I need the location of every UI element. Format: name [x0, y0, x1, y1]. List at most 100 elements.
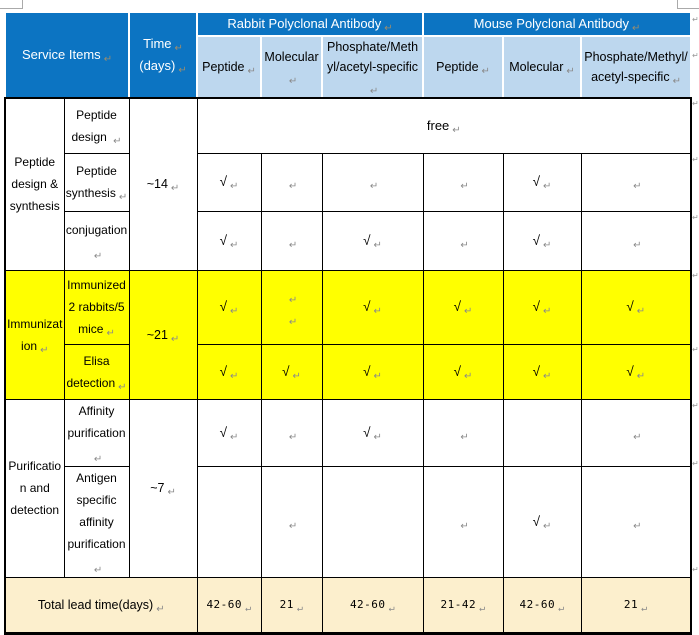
total-rabbit-phospho[interactable]: 42-60 ↵: [321, 576, 424, 635]
check-mark: √: [532, 513, 541, 529]
item-affinity-purification[interactable]: Affinity purification ↵: [63, 398, 130, 467]
column-label: Molecular: [509, 60, 564, 74]
cell-affinity-rabbit-molecular[interactable]: ↵: [260, 398, 323, 467]
page-margin-corner-left: [22, 0, 23, 8]
cell-synthesis-mouse-phospho[interactable]: ↵: [580, 152, 693, 212]
item-label: Elisa detection: [66, 353, 116, 390]
row-end-mark-icon: ↵: [692, 271, 699, 280]
service-items-label: Service Items: [21, 47, 101, 62]
paragraph-mark-icon: ↵: [632, 23, 641, 34]
cell-affinity-mouse-molecular[interactable]: [502, 398, 582, 467]
cell-synthesis-rabbit-molecular[interactable]: ↵: [260, 152, 323, 212]
cell-conjugation-rabbit-molecular[interactable]: ↵: [260, 210, 323, 271]
header-rabbit-polyclonal[interactable]: Rabbit Polyclonal Antibody ↵: [196, 11, 425, 37]
cell-immunized-mouse-peptide[interactable]: √ ↵: [422, 269, 504, 345]
paragraph-mark-icon: ↵: [245, 602, 252, 614]
cell-immunized-rabbit-phospho[interactable]: √ ↵: [321, 269, 424, 345]
cell-antigen-rabbit-peptide[interactable]: [196, 465, 262, 578]
group-immunization[interactable]: Immunization ↵: [4, 269, 65, 400]
cell-affinity-mouse-peptide[interactable]: ↵: [422, 398, 504, 467]
check-mark: √: [219, 424, 228, 440]
check-mark: √: [453, 363, 462, 379]
paragraph-mark-icon: ↵: [479, 602, 486, 614]
cell-antigen-rabbit-molecular[interactable]: ↵: [260, 465, 323, 578]
cell-elisa-rabbit-molecular[interactable]: √ ↵: [260, 343, 323, 400]
cell-conjugation-mouse-phospho[interactable]: ↵: [580, 210, 693, 271]
item-immunized-rabbits-mice[interactable]: Immunized 2 rabbits/5 mice ↵: [63, 269, 130, 345]
paragraph-mark-icon: ↵: [633, 431, 642, 443]
column-label: Peptide: [436, 60, 479, 74]
total-mouse-peptide[interactable]: 21-42 ↵: [422, 576, 504, 635]
item-elisa-detection[interactable]: Elisa detection ↵: [63, 343, 130, 400]
cell-synthesis-mouse-peptide[interactable]: ↵: [422, 152, 504, 212]
cell-synthesis-rabbit-phospho[interactable]: ↵: [321, 152, 424, 212]
cell-conjugation-rabbit-phospho[interactable]: √ ↵: [321, 210, 424, 271]
cell-antigen-rabbit-phospho[interactable]: [321, 465, 424, 578]
subheader-mouse-peptide[interactable]: Peptide ↵: [422, 35, 505, 99]
cell-elisa-mouse-phospho[interactable]: √ ↵: [580, 343, 693, 400]
item-peptide-synthesis[interactable]: Peptide synthesis ↵: [63, 152, 130, 212]
cell-antigen-mouse-phospho[interactable]: ↵: [580, 465, 693, 578]
paragraph-mark-icon: ↵: [636, 306, 646, 317]
cell-conjugation-mouse-peptide[interactable]: ↵: [422, 210, 504, 271]
total-mouse-molecular[interactable]: 42-60 ↵: [502, 576, 582, 635]
cell-antigen-mouse-molecular[interactable]: √ ↵: [502, 465, 582, 578]
header-service-items[interactable]: Service Items ↵: [3, 11, 131, 99]
total-rabbit-molecular[interactable]: 21 ↵: [260, 576, 323, 635]
cell-antigen-mouse-peptide[interactable]: ↵: [422, 465, 504, 578]
cell-affinity-rabbit-phospho[interactable]: √ ↵: [321, 398, 424, 467]
paragraph-mark-icon: ↵: [452, 124, 461, 136]
paragraph-mark-icon: ↵: [460, 181, 469, 192]
item-label: Peptide design: [71, 107, 117, 144]
paragraph-mark-icon: ↵: [460, 520, 469, 532]
paragraph-mark-icon: ↵: [633, 181, 642, 192]
paragraph-mark-icon: ↵: [369, 181, 379, 192]
paragraph-mark-icon: ↵: [288, 520, 298, 532]
paragraph-mark-icon: ↵: [543, 181, 552, 192]
subheader-rabbit-peptide[interactable]: Peptide ↵: [196, 35, 263, 99]
header-mouse-polyclonal[interactable]: Mouse Polyclonal Antibody ↵: [422, 11, 693, 37]
item-antigen-specific-purification[interactable]: Antigen specific affinity purification ↵: [63, 465, 130, 578]
header-time-days[interactable]: Time ↵ (days) ↵: [128, 11, 199, 99]
total-mouse-phospho[interactable]: 21 ↵: [580, 576, 693, 635]
paragraph-mark-icon: ↵: [118, 192, 128, 203]
cell-design-free[interactable]: free ↵: [196, 97, 693, 154]
cell-elisa-rabbit-peptide[interactable]: √ ↵: [196, 343, 262, 400]
cell-immunized-mouse-molecular[interactable]: √ ↵: [502, 269, 582, 345]
total-lead-time-label[interactable]: Total lead time(days) ↵: [3, 576, 198, 635]
cell-conjugation-rabbit-peptide[interactable]: √ ↵: [196, 210, 262, 271]
cell-elisa-mouse-molecular[interactable]: √ ↵: [502, 343, 582, 400]
subheader-mouse-molecular[interactable]: Molecular ↵: [502, 35, 583, 99]
paragraph-mark-icon: ↵: [384, 23, 393, 34]
group-peptide-design-synthesis[interactable]: Peptide design & synthesis: [4, 97, 65, 271]
cell-affinity-rabbit-peptide[interactable]: √ ↵: [196, 398, 262, 467]
cell-elisa-rabbit-phospho[interactable]: √ ↵: [321, 343, 424, 400]
cell-immunized-rabbit-molecular[interactable]: ↵ ↵: [260, 269, 323, 345]
paragraph-mark-icon: ↵: [464, 306, 473, 317]
subheader-rabbit-phospho[interactable]: Phosphate/Methyl/acetyl-specific ↵: [321, 35, 425, 99]
paragraph-mark-icon: ↵: [388, 602, 396, 614]
subheader-rabbit-molecular[interactable]: Molecular ↵: [260, 35, 324, 99]
cell-immunized-mouse-phospho[interactable]: √ ↵: [580, 269, 693, 345]
time-purification-group[interactable]: ~7 ↵: [128, 398, 198, 578]
item-conjugation[interactable]: conjugation ↵: [63, 210, 130, 271]
time-value: ~7: [150, 481, 165, 495]
cell-immunized-rabbit-peptide[interactable]: √ ↵: [196, 269, 262, 345]
paragraph-mark-icon: ↵: [633, 239, 642, 251]
time-immunization-group[interactable]: ~21 ↵: [128, 269, 198, 400]
total-rabbit-peptide[interactable]: 42-60 ↵: [196, 576, 262, 635]
cell-synthesis-mouse-molecular[interactable]: √ ↵: [502, 152, 582, 212]
check-mark: √: [282, 363, 290, 379]
cell-elisa-mouse-peptide[interactable]: √ ↵: [422, 343, 504, 400]
cell-conjugation-mouse-molecular[interactable]: √ ↵: [502, 210, 582, 271]
cell-affinity-mouse-phospho[interactable]: ↵: [580, 398, 693, 467]
group-purification-detection[interactable]: Purification and detection: [4, 398, 65, 578]
item-peptide-design[interactable]: Peptide design ↵: [63, 97, 130, 154]
total-value: 42-60: [349, 597, 386, 611]
paragraph-mark-icon: ↵: [288, 431, 298, 443]
cell-synthesis-rabbit-peptide[interactable]: √ ↵: [196, 152, 262, 212]
paragraph-mark-icon: ↵: [292, 370, 301, 382]
subheader-mouse-phospho[interactable]: Phosphate/Methyl/acetyl-specific ↵: [580, 35, 693, 99]
paragraph-mark-icon: ↵: [288, 76, 298, 87]
time-peptide-group[interactable]: ~14 ↵: [128, 97, 198, 271]
